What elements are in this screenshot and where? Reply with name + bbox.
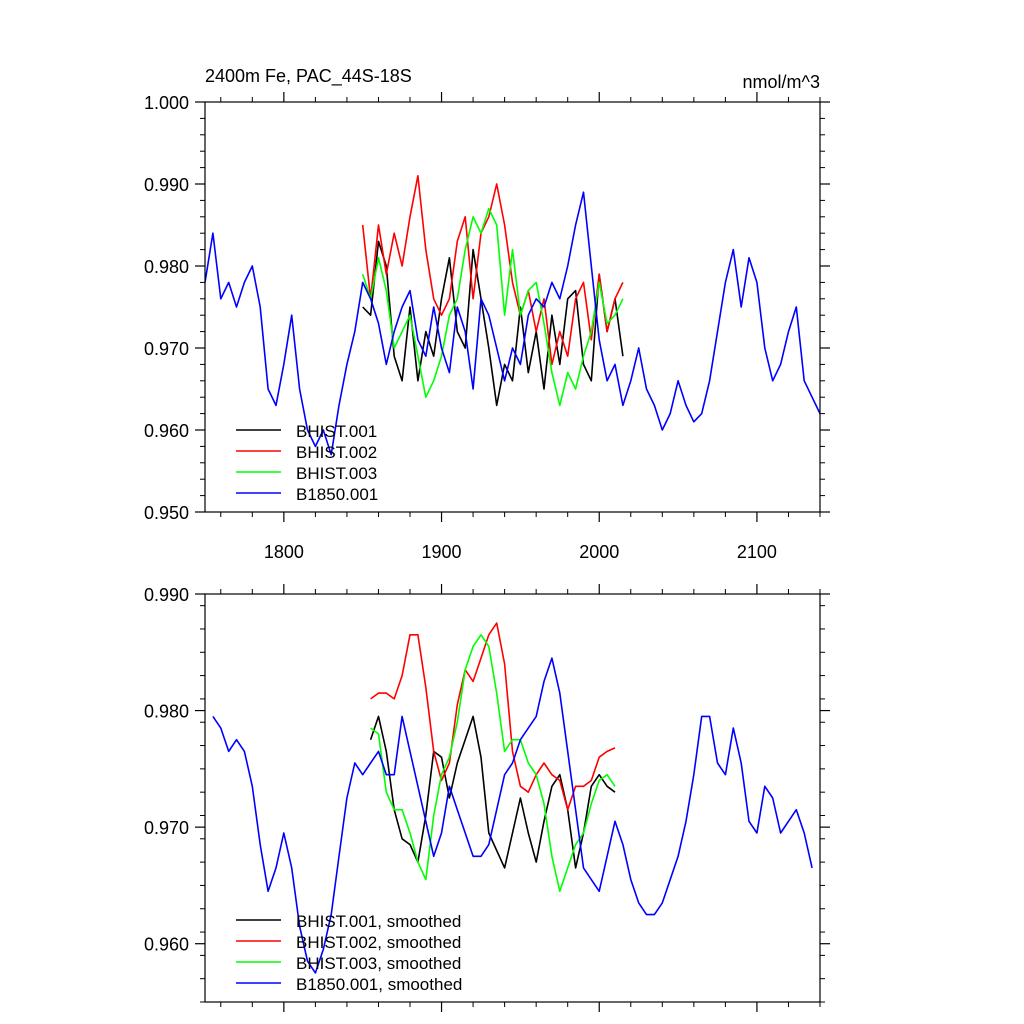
- p1-series-line-4: [212, 657, 813, 974]
- p1-y-tick-label-1: 0.960: [144, 935, 189, 955]
- p1-series-line-3: [370, 633, 616, 893]
- p0-chart-title: 2400m Fe, PAC_44S-18S: [205, 66, 412, 87]
- p1-legend-label-3: BHIST.003, smoothed: [296, 954, 461, 973]
- p0-series-line-4: [205, 191, 820, 456]
- p1-plot-frame: [204, 593, 821, 1003]
- p0-units-label: nmol/m^3: [743, 72, 820, 92]
- bottom-panel: 0.960 0.970 0.980 0.990 BHIST.001, smoothed B…: [144, 584, 830, 1012]
- p0-x-tick-label-4: 2100: [737, 542, 777, 562]
- p0-y-tick-label-5: 0.990: [144, 175, 189, 195]
- p1-legend-label-2: BHIST.002, smoothed: [296, 933, 461, 952]
- p0-y-tick-label-1: 0.950: [144, 503, 189, 523]
- p1-y-tick-label-3: 0.980: [144, 702, 189, 722]
- p0-y-tick-label-2: 0.960: [144, 421, 189, 441]
- p0-y-tick-label-4: 0.980: [144, 257, 189, 277]
- p0-y-tick-label-3: 0.970: [144, 339, 189, 359]
- p0-series-line-1: [362, 240, 624, 407]
- p0-plot-frame: [204, 101, 821, 513]
- p0-x-tick-label-2: 1900: [422, 542, 462, 562]
- p1-series-line-2: [370, 622, 616, 811]
- top-panel: 1800 1900 2000 2100 0.950 0.960 0.970 0.980 0.99…: [144, 66, 830, 562]
- p1-y-tick-label-2: 0.970: [144, 818, 189, 838]
- p0-x-tick-label-3: 2000: [579, 542, 619, 562]
- p1-series-line-1: [369, 715, 616, 869]
- p1-legend-label-4: B1850.001, smoothed: [296, 975, 462, 994]
- p0-legend-label-2: BHIST.002: [296, 443, 377, 462]
- p0-legend-label-1: BHIST.001: [296, 422, 377, 441]
- p1-legend-label-1: BHIST.001, smoothed: [296, 912, 461, 931]
- p0-y-tick-label-6: 1.000: [144, 93, 189, 113]
- p0-series-line-2: [361, 175, 624, 366]
- p0-x-tick-label-1: 1800: [264, 542, 304, 562]
- p0-legend-label-4: B1850.001: [296, 485, 378, 504]
- p0-series-line-3: [361, 207, 624, 407]
- p0-legend-label-3: BHIST.003: [296, 464, 377, 483]
- p1-y-tick-label-4: 0.990: [144, 585, 189, 605]
